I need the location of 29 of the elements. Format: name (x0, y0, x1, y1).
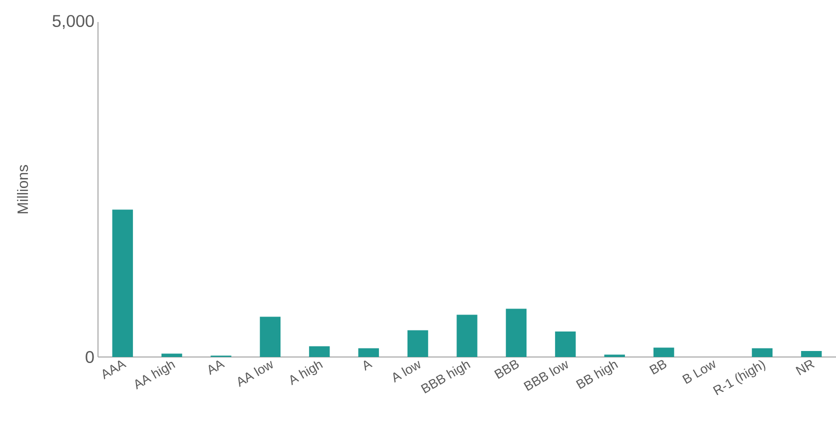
bar (112, 210, 133, 357)
bar (161, 354, 182, 357)
y-tick-label: 5,000 (52, 14, 94, 30)
y-tick-label: 0 (86, 350, 94, 364)
x-tick-label: AAA (102, 360, 127, 380)
x-tick-label: A high (290, 361, 323, 386)
bar (555, 332, 576, 357)
x-tick-label: BBB low (524, 360, 568, 391)
bar (752, 348, 773, 357)
x-tick-label: A low (393, 360, 420, 383)
bar (653, 348, 674, 357)
bar (506, 308, 527, 357)
x-tick-label: BBB high (420, 361, 471, 394)
x-tick-label: B Low (682, 360, 716, 384)
bar (407, 330, 428, 357)
x-tick-label: A (364, 360, 373, 371)
x-tick-label: NR (796, 360, 815, 376)
x-tick-label: AA low (238, 360, 273, 388)
bar (801, 350, 822, 357)
x-tick-label: BBB (494, 360, 519, 379)
y-axis-title: Millions (17, 165, 28, 214)
bar (456, 314, 478, 357)
x-tick-label: AA high (135, 361, 176, 390)
x-tick-label: BB high (576, 361, 618, 390)
bar (309, 346, 330, 357)
x-tick-label: BB (649, 360, 666, 375)
bar (260, 316, 281, 357)
bar (358, 348, 379, 357)
x-tick-label: AA (208, 360, 226, 376)
